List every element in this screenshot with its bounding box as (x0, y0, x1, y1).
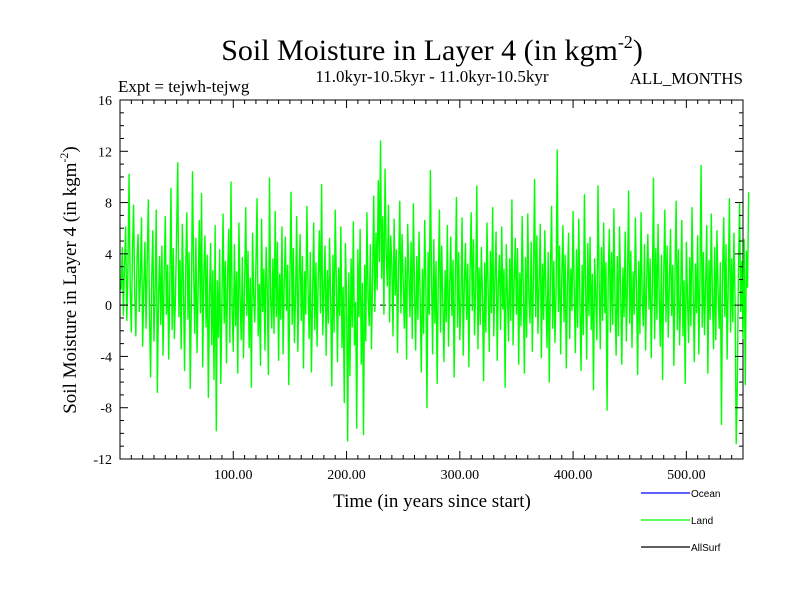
x-axis-label: Time (in years since start) (333, 491, 531, 512)
plot-area: -12 -8 -4 0 4 8 12 16 100.00 200.00 300.00 400.00 5… (93, 94, 750, 483)
chart-title-main: Soil Moisture in Layer 4 (in kgm (221, 34, 618, 67)
legend: Ocean Land AllSurf (641, 489, 721, 554)
y-tick-label: 12 (98, 145, 112, 160)
x-tick-label: 100.00 (214, 468, 253, 483)
x-tick-label: 200.00 (327, 468, 366, 483)
chart-title: Soil Moisture in Layer 4 (in kgm-2) (221, 32, 643, 67)
y-tick-label: 0 (105, 299, 112, 314)
x-axis-ticks: 100.00 200.00 300.00 400.00 500.00 (130, 100, 733, 483)
y-tick-label: 8 (105, 197, 112, 212)
x-tick-label: 300.00 (441, 468, 480, 483)
experiment-label: Expt = tejwh-tejwg (118, 77, 250, 96)
y-axis-label-main: Soil Moisture in Layer 4 (in kgm (60, 162, 81, 413)
legend-label-allsurf: AllSurf (691, 543, 721, 554)
series-line-land (120, 140, 750, 445)
y-tick-label: -8 (100, 402, 112, 417)
x-tick-label: 500.00 (667, 468, 706, 483)
y-tick-label: 4 (105, 248, 112, 263)
y-tick-label: -4 (100, 350, 112, 365)
legend-label-ocean: Ocean (691, 489, 720, 500)
chart-title-superscript: -2 (618, 32, 633, 52)
y-axis-label-close: ) (60, 146, 81, 152)
y-tick-label: -12 (93, 453, 112, 468)
series-layer (120, 140, 750, 445)
x-tick-label: 400.00 (554, 468, 593, 483)
y-axis-label-superscript: -2 (57, 153, 71, 163)
legend-label-land: Land (691, 516, 713, 527)
y-tick-label: 16 (98, 94, 112, 109)
period-label: 11.0kyr-10.5kyr - 11.0kyr-10.5kyr (315, 67, 549, 86)
chart-title-close: ) (633, 34, 643, 67)
y-axis-label: Soil Moisture in Layer 4 (in kgm-2) (57, 146, 81, 414)
y-axis-ticks: -12 -8 -4 0 4 8 12 16 (93, 94, 743, 468)
season-label: ALL_MONTHS (630, 69, 743, 88)
